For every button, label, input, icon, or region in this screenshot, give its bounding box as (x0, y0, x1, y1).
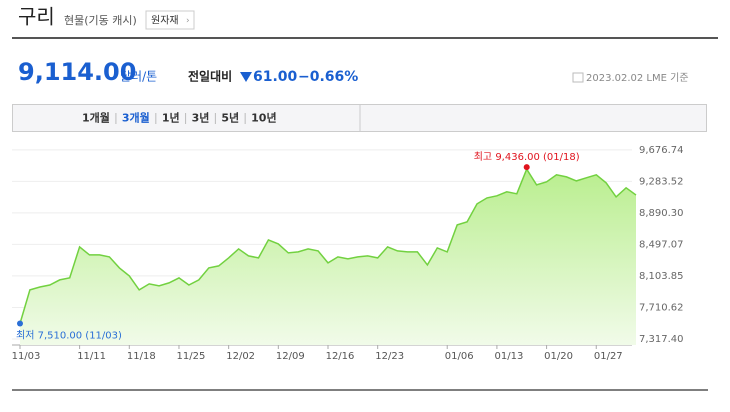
y-tick-label: 8,497.07 (639, 239, 684, 250)
x-tick-label: 12/23 (375, 351, 404, 362)
y-tick-label: 8,103.85 (639, 271, 684, 282)
min-point (17, 320, 23, 327)
y-tick-label: 9,283.52 (639, 176, 684, 187)
y-tick-label: 9,676.74 (639, 145, 684, 156)
tab[interactable]: 1년 (162, 111, 180, 125)
x-tick-label: 12/02 (226, 351, 255, 362)
x-tick-label: 11/18 (127, 351, 156, 362)
button-arrow: › (186, 16, 190, 26)
change: 61.00 (253, 69, 298, 85)
y-tick-label: 8,890.30 (639, 208, 684, 219)
x-tick-label: 01/27 (594, 351, 623, 362)
max-point (523, 164, 530, 171)
title: 구리 (18, 5, 55, 29)
tab[interactable]: 1개월 (82, 111, 110, 125)
x-tick-label: 12/16 (326, 351, 355, 362)
y-tick-label: 7,317.40 (639, 334, 684, 345)
x-tick-label: 11/25 (177, 351, 206, 362)
x-tick-label: 01/13 (494, 351, 523, 362)
x-tick-label: 11/11 (77, 351, 106, 362)
line (19, 167, 637, 324)
price: 9,114.00 (18, 58, 136, 86)
date: 2023.02.02 LME 기준 (586, 72, 689, 84)
change-pct: −0.66% (298, 69, 358, 85)
tab[interactable]: 3개월 (122, 111, 150, 125)
x-tick-label: 01/06 (445, 351, 474, 362)
area (20, 169, 636, 345)
max-label: 최고 9,436.00 (01/18) (474, 151, 580, 163)
min-label: 최저 7,510.00 (11/03) (16, 330, 122, 342)
subtitle: 현물(기동 캐시) (64, 14, 137, 27)
x-tick-label: 12/09 (276, 351, 305, 362)
button[interactable]: 원자재 (151, 15, 179, 27)
y-tick-label: 7,710.62 (639, 302, 684, 313)
x-tick-label: 11/03 (12, 351, 41, 362)
x-tick-label: 01/20 (544, 351, 573, 362)
change-label: 전일대비 (188, 69, 232, 84)
tab[interactable]: 10년 (251, 111, 276, 125)
date-icon (572, 72, 584, 83)
tab[interactable]: 5년 (221, 111, 239, 125)
button-box[interactable] (145, 10, 195, 30)
tab[interactable]: 3년 (192, 111, 210, 125)
down-arrow (240, 72, 252, 82)
unit: 달러/톤 (120, 70, 157, 84)
